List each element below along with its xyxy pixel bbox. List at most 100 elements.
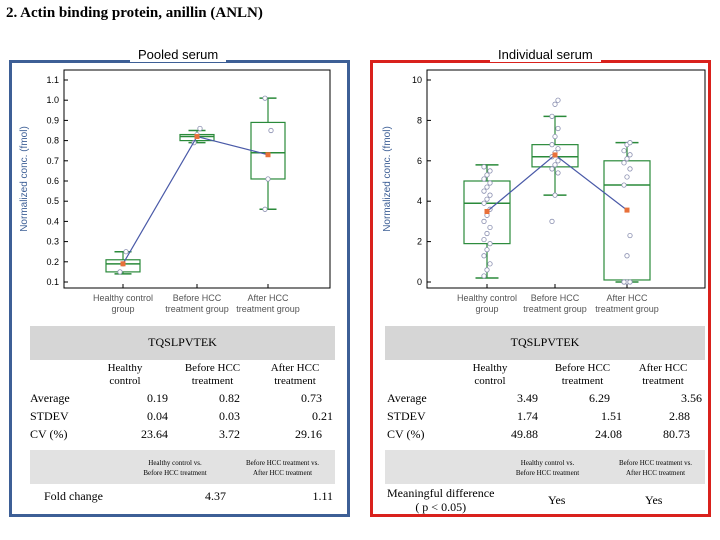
pooled-compare-header-2: Before HCC treatment vs. After HCC treatm… bbox=[245, 459, 320, 477]
pooled-cell: 3.72 bbox=[219, 427, 240, 441]
individual-data-point bbox=[484, 267, 490, 273]
individual-data-point bbox=[627, 152, 633, 158]
individual-col-header-1: Healthy control bbox=[472, 362, 508, 387]
individual-y-tick-label: 8 bbox=[417, 115, 422, 125]
pooled-col-header-1: Healthy control bbox=[107, 362, 143, 387]
pooled-category-label: After HCC bbox=[247, 293, 289, 303]
individual-data-point bbox=[549, 142, 555, 148]
individual-data-point bbox=[627, 166, 633, 172]
individual-category-label: Healthy control bbox=[457, 293, 517, 303]
pooled-y-tick-label: 0.9 bbox=[46, 115, 59, 125]
meaningful-difference-value: Yes bbox=[548, 493, 566, 507]
individual-data-point bbox=[481, 188, 487, 194]
individual-data-point bbox=[555, 97, 561, 103]
individual-data-point bbox=[481, 218, 487, 224]
individual-data-point bbox=[627, 140, 633, 146]
individual-data-point bbox=[484, 172, 490, 178]
pooled-category-label: Before HCC bbox=[173, 293, 222, 303]
individual-data-point bbox=[621, 182, 627, 188]
individual-data-point bbox=[624, 253, 630, 259]
individual-data-point bbox=[487, 261, 493, 267]
pooled-category-label: treatment group bbox=[236, 304, 300, 314]
individual-peptide-label: TQSLPVTEK bbox=[510, 335, 580, 349]
fold-change-value: 4.37 bbox=[205, 489, 226, 503]
individual-data-point bbox=[627, 279, 633, 285]
individual-data-point bbox=[621, 279, 627, 285]
individual-data-point bbox=[624, 156, 630, 162]
individual-data-point bbox=[555, 170, 561, 176]
pooled-category-label: group bbox=[111, 304, 134, 314]
pooled-cell: 29.16 bbox=[295, 427, 322, 441]
individual-data-point bbox=[484, 230, 490, 237]
meaningful-difference-value: Yes bbox=[645, 493, 663, 507]
pooled-y-tick-label: 0.3 bbox=[46, 237, 59, 247]
individual-data-point bbox=[481, 236, 487, 243]
pooled-compare-header-1: Healthy control vs. Before HCC treatment bbox=[143, 459, 207, 477]
individual-peptide-header: TQSLPVTEK bbox=[385, 326, 705, 360]
individual-col-header-2: Before HCC treatment bbox=[554, 362, 611, 387]
pooled-y-axis-label: Normalized conc. (fmol) bbox=[19, 126, 30, 232]
individual-data-point bbox=[484, 247, 490, 253]
pooled-y-tick-label: 1.0 bbox=[46, 95, 59, 105]
individual-data-point bbox=[487, 180, 493, 186]
individual-cell: 3.49 bbox=[517, 391, 538, 405]
individual-data-point bbox=[481, 200, 487, 206]
individual-cell: 2.88 bbox=[669, 409, 690, 423]
pooled-y-tick-label: 0.2 bbox=[46, 257, 59, 267]
pooled-y-tick-label: 0.7 bbox=[46, 156, 59, 166]
individual-category-label: treatment group bbox=[523, 304, 587, 314]
pooled-category-label: treatment group bbox=[165, 304, 229, 314]
pooled-cell: 0.82 bbox=[219, 391, 240, 405]
pooled-cell: 0.03 bbox=[219, 409, 240, 423]
individual-compare-header-1: Healthy control vs. Before HCC treatment bbox=[515, 459, 580, 477]
meaningful-difference-label: Meaningful difference( p < 0.05) bbox=[387, 486, 495, 514]
individual-data-point bbox=[549, 218, 555, 224]
individual-data-point bbox=[552, 162, 558, 168]
individual-data-point bbox=[481, 164, 487, 170]
individual-compare-header-2: Before HCC treatment vs. After HCC treatm… bbox=[618, 459, 693, 477]
pooled-box bbox=[105, 259, 141, 273]
individual-row-label: Average bbox=[387, 391, 427, 405]
individual-data-point bbox=[487, 168, 493, 174]
individual-cell: 80.73 bbox=[663, 427, 690, 441]
individual-y-tick-label: 10 bbox=[412, 75, 422, 85]
individual-col-header-3: After HCC treatment bbox=[638, 362, 688, 387]
individual-data-point bbox=[487, 224, 493, 231]
pooled-data-point bbox=[268, 127, 274, 134]
individual-cell: 3.56 bbox=[681, 391, 702, 405]
pooled-y-tick-label: 1.1 bbox=[46, 75, 59, 85]
individual-y-tick-label: 0 bbox=[417, 277, 422, 287]
pooled-row-label: Average bbox=[30, 391, 70, 405]
individual-y-axis-label: Normalized conc. (fmol) bbox=[382, 126, 393, 232]
pooled-col-header-3: After HCC treatment bbox=[270, 362, 320, 387]
individual-data-point bbox=[555, 158, 561, 164]
individual-compare-header bbox=[385, 450, 705, 484]
pooled-peptide-header: TQSLPVTEK bbox=[30, 326, 335, 360]
pooled-data-point bbox=[262, 206, 268, 212]
individual-category-label: After HCC bbox=[606, 293, 648, 303]
pooled-peptide-label: TQSLPVTEK bbox=[148, 335, 217, 349]
pooled-cell: 0.04 bbox=[147, 409, 168, 423]
individual-cell: 1.51 bbox=[601, 409, 622, 423]
individual-data-point bbox=[484, 184, 490, 190]
individual-data-point bbox=[552, 192, 558, 198]
pooled-y-tick-label: 0.8 bbox=[46, 136, 59, 146]
individual-data-point bbox=[624, 174, 630, 180]
individual-row-label: CV (%) bbox=[387, 427, 425, 441]
individual-box bbox=[463, 180, 511, 245]
individual-data-point bbox=[481, 273, 487, 279]
fold-change-value: 1.11 bbox=[312, 489, 333, 503]
pooled-cell: 0.19 bbox=[147, 391, 168, 405]
individual-cell: 24.08 bbox=[595, 427, 622, 441]
pooled-y-tick-label: 0.6 bbox=[46, 176, 59, 186]
pooled-compare-header bbox=[30, 450, 335, 484]
pooled-mean-marker bbox=[194, 134, 200, 140]
pooled-col-header-2: Before HCC treatment bbox=[184, 362, 241, 387]
pooled-data-point bbox=[197, 125, 203, 132]
individual-category-label: Before HCC bbox=[531, 293, 580, 303]
individual-data-point bbox=[484, 196, 490, 202]
individual-serum-label: Individual serum bbox=[490, 47, 601, 62]
individual-y-tick-label: 6 bbox=[417, 156, 422, 166]
pooled-category-label: Healthy control bbox=[93, 293, 153, 303]
pooled-cell: 0.21 bbox=[312, 409, 333, 423]
